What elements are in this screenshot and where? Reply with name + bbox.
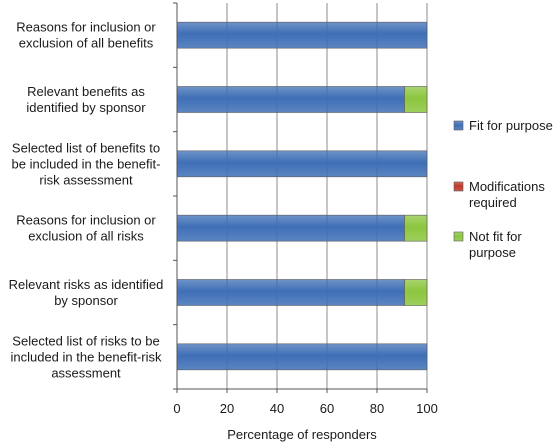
bar-segment	[404, 86, 428, 113]
category-label: Relevant benefits as identified by sponso…	[26, 84, 146, 115]
x-tick-labels: 0 20 40 60 80 100	[173, 401, 437, 416]
axes	[173, 2, 428, 393]
x-tick-label: 80	[370, 401, 384, 416]
legend-label: Modifications required	[469, 179, 545, 210]
legend-swatch	[453, 181, 464, 192]
bar-segment	[176, 150, 428, 178]
legend-swatch	[453, 120, 464, 131]
legend-label: Not fit for purpose	[469, 229, 522, 260]
bar-segment	[176, 343, 428, 371]
category-label: Selected list of risks to be included in …	[10, 333, 162, 380]
bar-segment	[176, 21, 428, 49]
legend-swatch	[453, 231, 464, 242]
x-tick-label: 60	[320, 401, 334, 416]
legend-label: Fit for purpose	[469, 118, 553, 133]
bar-segment	[176, 86, 405, 113]
bar-segment	[404, 279, 428, 306]
bar-segment	[176, 279, 405, 306]
x-tick-label: 0	[173, 401, 180, 416]
category-label: Reasons for inclusion or exclusion of all…	[16, 213, 156, 244]
x-tick-label: 100	[416, 401, 438, 416]
bar-segment	[176, 214, 405, 242]
x-tick-label: 20	[220, 401, 234, 416]
gridlines	[176, 3, 428, 389]
category-label: Selected list of benefits to be included …	[12, 140, 161, 187]
category-label: Relevant risks as identified by sponsor	[9, 277, 164, 308]
category-labels: Reasons for inclusion or exclusion of all…	[9, 20, 164, 381]
x-axis-title: Percentage of responders	[227, 427, 377, 442]
legend: Fit for purpose Modifications required Not …	[453, 118, 553, 260]
category-label: Reasons for inclusion or exclusion of all…	[16, 20, 156, 51]
bar-segment	[404, 214, 428, 242]
bars	[176, 21, 428, 371]
x-tick-label: 40	[270, 401, 284, 416]
